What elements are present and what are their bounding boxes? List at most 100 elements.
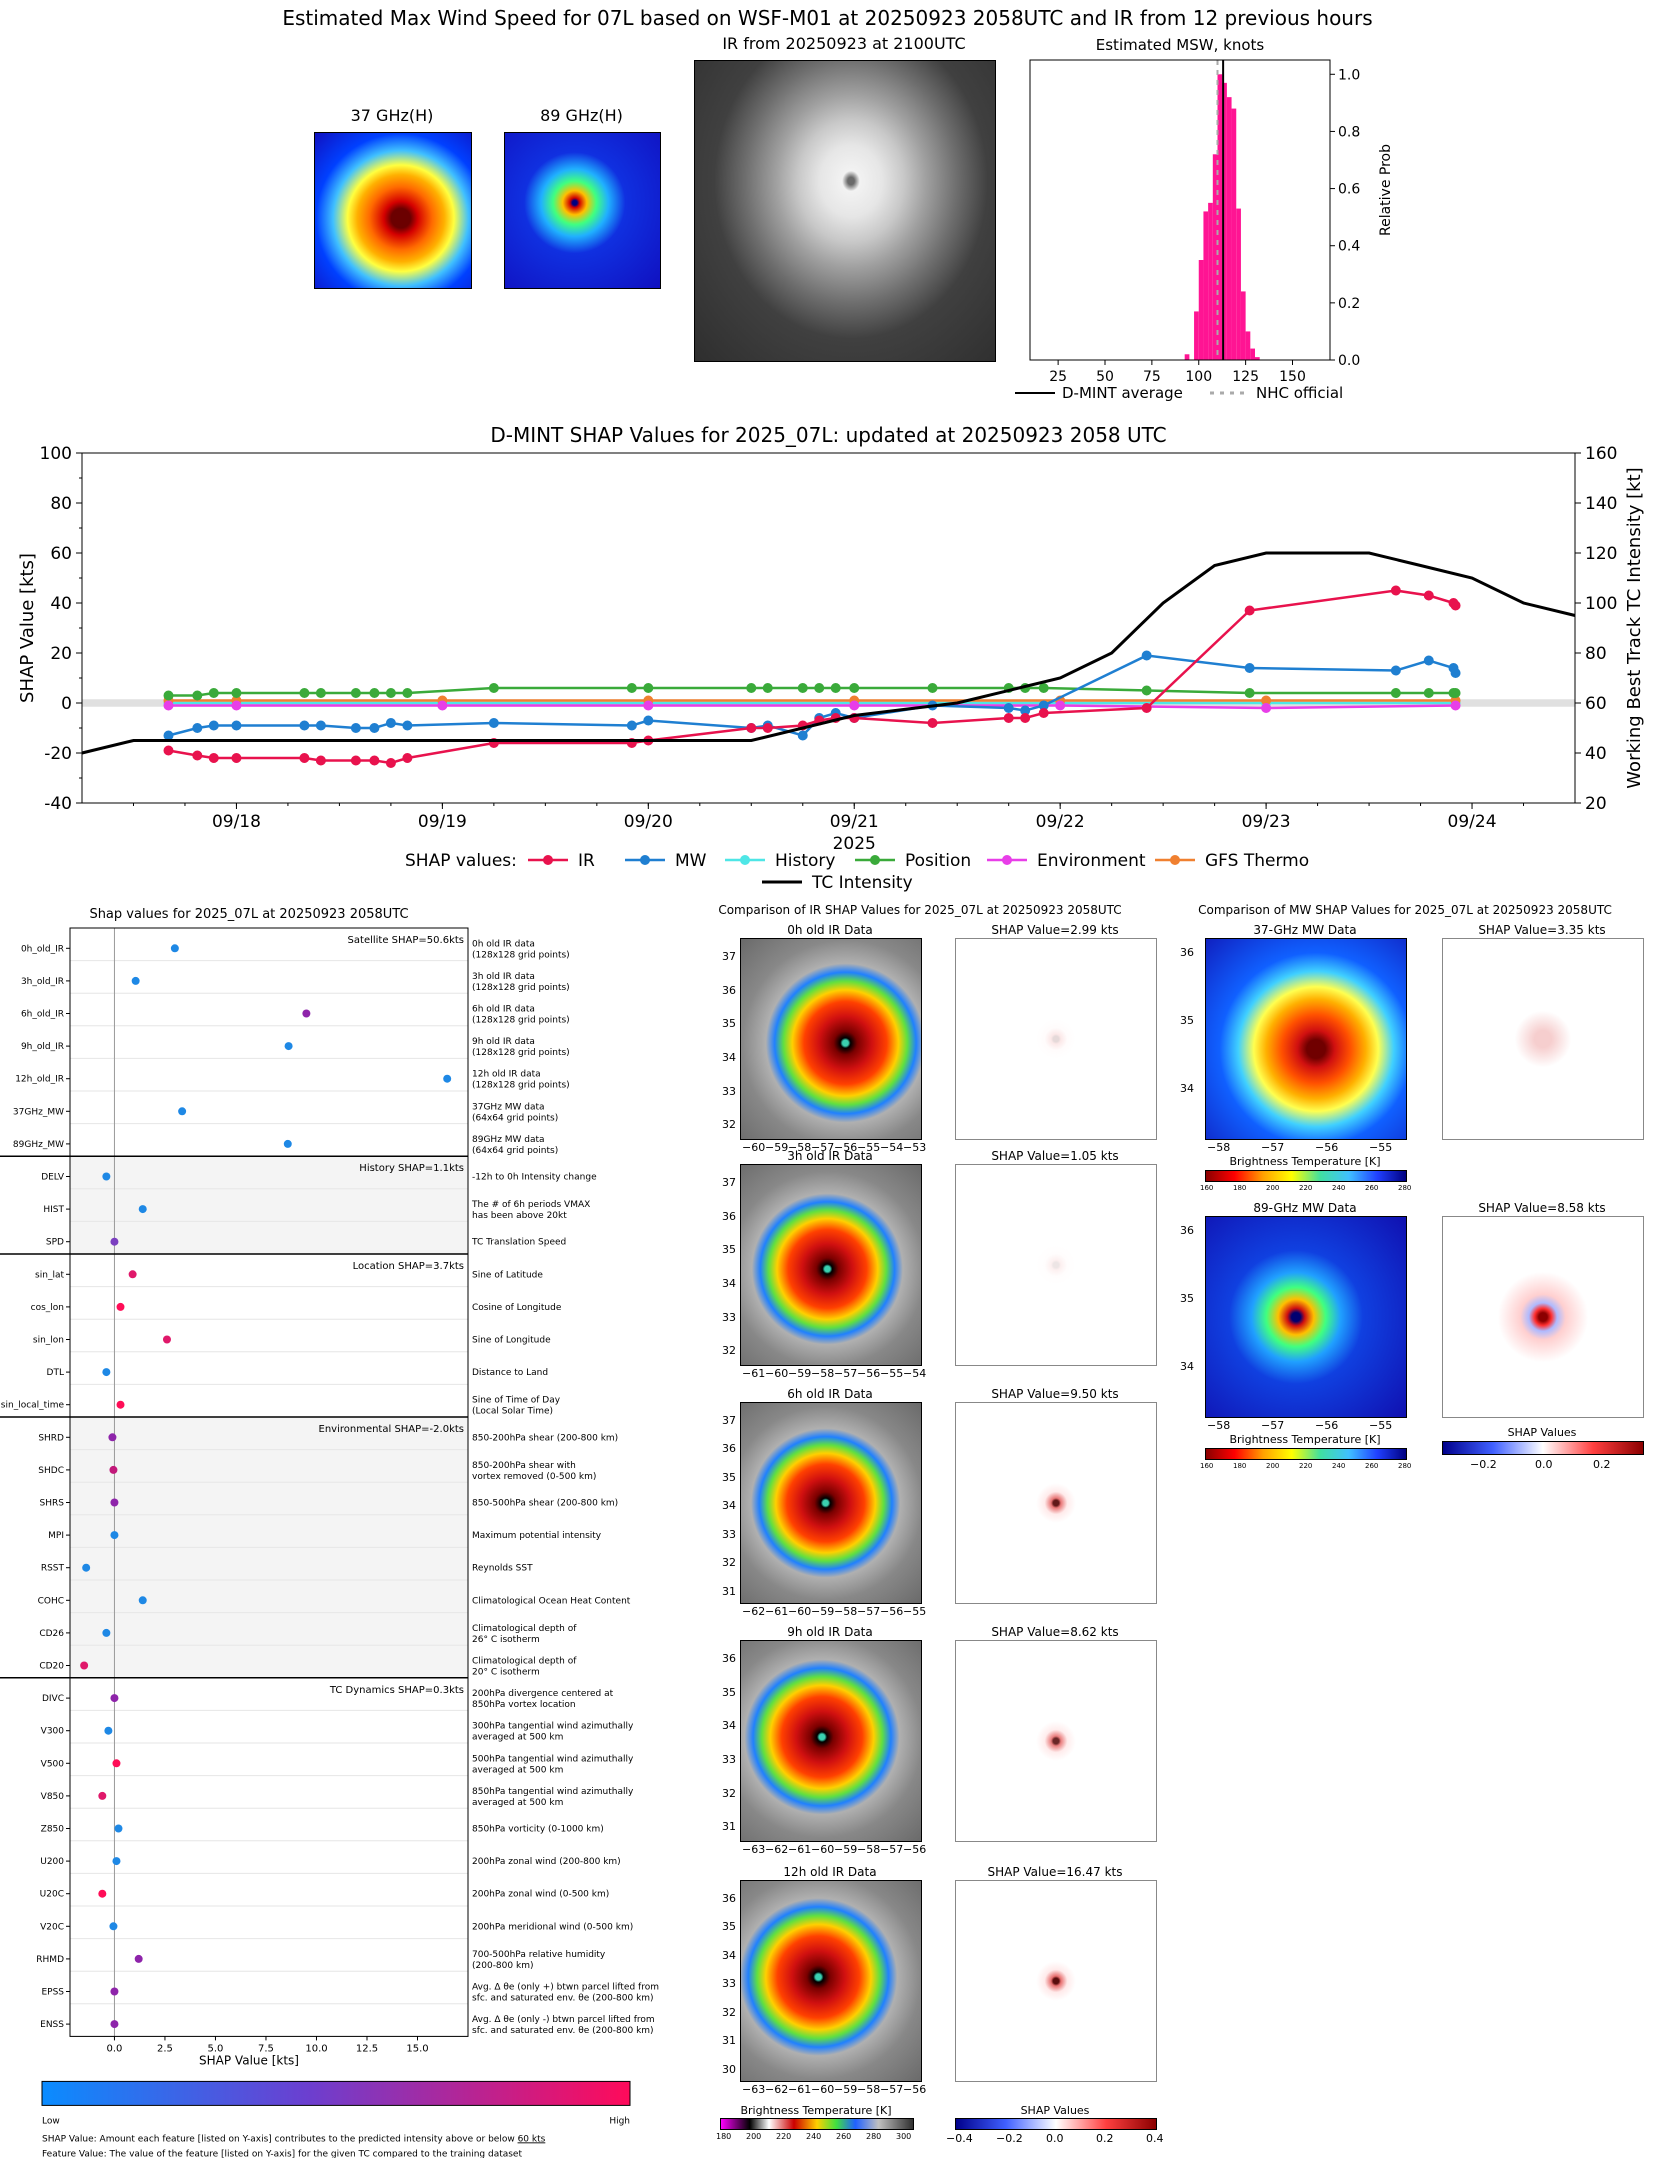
feature-label: DELV bbox=[41, 1173, 65, 1183]
ir-shap-image bbox=[955, 938, 1157, 1140]
ir-shap-colorbar-tick: −0.2 bbox=[996, 2132, 1023, 2145]
feature-desc: 26° C isotherm bbox=[472, 1635, 540, 1645]
ir-shap-image bbox=[955, 1640, 1157, 1842]
feature-label: 3h_old_IR bbox=[21, 977, 64, 987]
hist-ytick-label: 1.0 bbox=[1338, 67, 1360, 83]
series-point-environment bbox=[849, 700, 860, 711]
feature-label: SHDC bbox=[38, 1466, 64, 1476]
mw-bt-colorbar-tick: 280 bbox=[1398, 1462, 1412, 1470]
ir-bt-colorbar-tick: 240 bbox=[806, 2132, 822, 2141]
ir-panel-ytick: 34 bbox=[722, 1499, 736, 1513]
ir-panel-ytick: 31 bbox=[722, 1584, 736, 1598]
series-point-ir bbox=[231, 753, 242, 763]
feature-desc: Climatological Ocean Heat Content bbox=[472, 1596, 631, 1606]
feature-desc: (64x64 grid points) bbox=[472, 1113, 558, 1123]
mw-shap-title: SHAP Value=8.58 kts bbox=[1478, 1201, 1606, 1215]
hist-xtick-label: 75 bbox=[1143, 369, 1161, 385]
series-point-ir bbox=[1390, 585, 1401, 596]
bee-xtick-label: 12.5 bbox=[356, 2043, 378, 2054]
ir-panel-xtick: −57 bbox=[880, 2083, 904, 2096]
feature-point bbox=[131, 976, 140, 985]
colorbar-high-label: High bbox=[609, 2116, 630, 2126]
hist-bar bbox=[1217, 74, 1223, 361]
feature-desc: (128x128 grid points) bbox=[472, 950, 570, 960]
mw-shap-colorbar-label: SHAP Values bbox=[1507, 1426, 1577, 1439]
ir-panel-xtick: −58 bbox=[834, 1605, 858, 1618]
ts-ytick-label: 100 bbox=[40, 444, 72, 464]
feature-label: V20C bbox=[40, 1922, 64, 1932]
ir-panel-ytick: 33 bbox=[722, 1752, 736, 1766]
ir-panel-title: 6h old IR Data bbox=[787, 1387, 873, 1401]
series-point-position bbox=[814, 683, 825, 693]
ir-compare-title: Comparison of IR SHAP Values for 2025_07… bbox=[718, 903, 1122, 917]
mw-bt-colorbar-tick: 220 bbox=[1299, 1462, 1313, 1470]
group-band bbox=[70, 1677, 468, 2037]
ir-bt-colorbar-tick: 220 bbox=[776, 2132, 792, 2141]
feature-point bbox=[138, 1205, 147, 1214]
feature-desc: 3h old IR data bbox=[472, 972, 535, 982]
hist-bar bbox=[1255, 357, 1260, 360]
series-point-mw bbox=[1423, 655, 1434, 666]
hist-xtick-label: 25 bbox=[1049, 369, 1067, 385]
shap-timeseries-chart: D-MINT SHAP Values for 2025_07L: updated… bbox=[17, 423, 1645, 893]
feature-point bbox=[116, 1302, 125, 1311]
series-point-ir bbox=[315, 755, 326, 766]
group-label: Satellite SHAP=50.6kts bbox=[348, 935, 464, 946]
feature-point bbox=[178, 1107, 187, 1116]
feature-desc: 700-500hPa relative humidity bbox=[472, 1950, 606, 1960]
series-point-mw bbox=[385, 718, 396, 728]
feature-label: 0h_old_IR bbox=[21, 944, 64, 954]
feature-point bbox=[112, 1857, 121, 1866]
hist-bar bbox=[1245, 331, 1251, 360]
feature-desc: Reynolds SST bbox=[472, 1564, 533, 1574]
series-point-position bbox=[1141, 685, 1152, 696]
ts-ytick-label: -20 bbox=[44, 744, 72, 764]
feature-point bbox=[134, 1954, 143, 1963]
feature-desc: 89GHz MW data bbox=[472, 1135, 545, 1145]
feature-desc: vortex removed (0-500 km) bbox=[472, 1472, 596, 1482]
mw-bt-colorbar-tick: 260 bbox=[1365, 1184, 1379, 1192]
mw89-image bbox=[504, 132, 661, 289]
series-point-environment bbox=[1450, 700, 1461, 711]
series-point-ir bbox=[746, 723, 757, 733]
group-band bbox=[70, 1156, 468, 1254]
ir-panel-ytick: 37 bbox=[722, 1176, 736, 1189]
series-point-ir bbox=[927, 718, 938, 728]
feature-point bbox=[110, 1987, 119, 1996]
ir-panel-xtick: −59 bbox=[765, 1141, 789, 1154]
feature-label: V500 bbox=[41, 1759, 65, 1769]
feature-desc: 200hPa zonal wind (200-800 km) bbox=[472, 1857, 621, 1867]
ir-shap-colorbar-label: SHAP Values bbox=[1020, 2104, 1090, 2117]
ir-bt-colorbar-label: Brightness Temperature [K] bbox=[740, 2104, 892, 2117]
hist-xtick-label: 125 bbox=[1232, 369, 1259, 385]
series-point-ir bbox=[402, 753, 413, 763]
series-point-ir bbox=[208, 753, 219, 763]
hist-ytick-label: 0.4 bbox=[1338, 239, 1360, 255]
feature-point bbox=[110, 1498, 119, 1507]
ir-panel-title: 3h old IR Data bbox=[787, 1149, 873, 1163]
series-point-ir bbox=[385, 758, 396, 768]
series-point-position bbox=[1450, 688, 1461, 698]
series-point-position bbox=[830, 683, 841, 693]
feature-point bbox=[98, 1791, 107, 1800]
mw-bt-colorbar-label: Brightness Temperature [K] bbox=[1229, 1155, 1381, 1168]
mw-bt-colorbar-tick: 180 bbox=[1233, 1184, 1247, 1192]
ir-panel-xtick: −58 bbox=[788, 1141, 812, 1154]
feature-label: V850 bbox=[41, 1792, 65, 1802]
footnote-feature: Feature Value: The value of the feature … bbox=[42, 2149, 522, 2158]
ir-panel-ytick: 33 bbox=[722, 1977, 736, 1991]
feature-desc: 37GHz MW data bbox=[472, 1102, 545, 1112]
legend-marker-history bbox=[740, 855, 750, 865]
ir-panel-xtick: −56 bbox=[903, 2083, 927, 2096]
ts-xtick-label: 09/20 bbox=[624, 812, 673, 832]
ts-ylabel-right: Working Best Track TC Intensity [kt] bbox=[1624, 467, 1645, 788]
feature-label: SHRD bbox=[38, 1433, 64, 1443]
ts-xtick-label: 09/21 bbox=[830, 812, 879, 832]
ts-xtick-label: 09/23 bbox=[1242, 812, 1291, 832]
ir-shap-image bbox=[955, 1402, 1157, 1604]
ir-panel-xtick: −54 bbox=[903, 1367, 927, 1380]
ir-panel-ytick: 37 bbox=[722, 1414, 736, 1427]
series-point-environment bbox=[1055, 700, 1066, 711]
legend-dmint-label: D-MINT average bbox=[1062, 384, 1183, 402]
ts-xlabel: 2025 bbox=[833, 834, 876, 854]
